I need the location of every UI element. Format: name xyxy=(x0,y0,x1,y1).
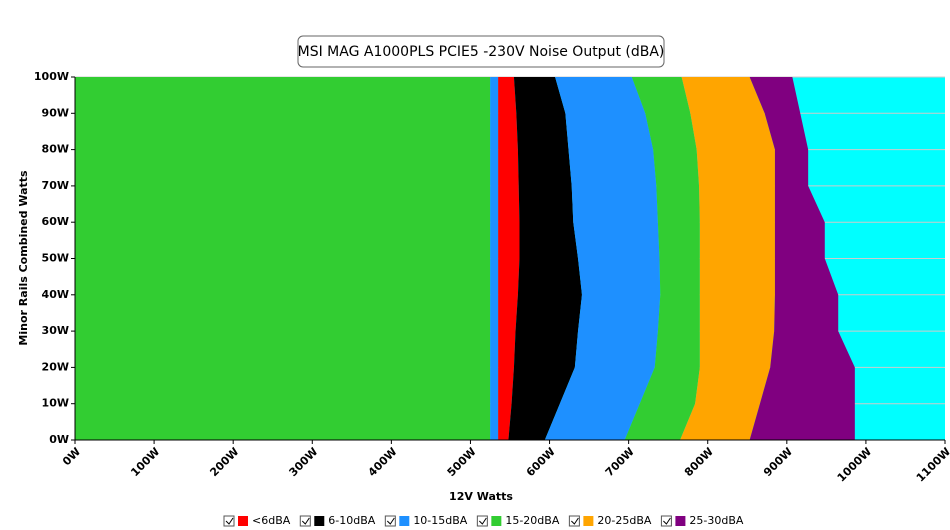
legend-label: 15-20dBA xyxy=(505,514,559,527)
x-tick-label: 900W xyxy=(761,445,795,479)
y-tick-label: 60W xyxy=(42,215,69,228)
legend-checkbox[interactable] xyxy=(476,515,488,527)
noise-region xyxy=(490,77,499,440)
plot-area xyxy=(75,76,945,441)
y-tick-label: 70W xyxy=(42,179,69,192)
legend-label: 20-25dBA xyxy=(597,514,651,527)
noise-region xyxy=(75,77,491,440)
legend-label: 10-15dBA xyxy=(413,514,467,527)
y-tick-label: 40W xyxy=(42,288,69,301)
x-tick-label: 100W xyxy=(128,445,162,479)
x-tick-label: 800W xyxy=(682,445,716,479)
y-tick-label: 10W xyxy=(42,397,69,410)
legend-label: 25-30dBA xyxy=(689,514,743,527)
noise-region xyxy=(680,77,775,440)
y-tick-label: 100W xyxy=(34,70,69,83)
legend-label: 6-10dBA xyxy=(328,514,375,527)
legend-checkbox[interactable] xyxy=(568,515,580,527)
legend: <6dBA 6-10dBA 10-15dBA 15-20dBA 20-25dBA 25-3… xyxy=(223,514,744,527)
legend-check xyxy=(301,517,310,525)
y-tick-label: 80W xyxy=(42,143,69,156)
x-tick-label: 700W xyxy=(603,445,637,479)
y-axis-title: Minor Rails Combined Watts xyxy=(17,170,30,346)
legend-checkbox[interactable] xyxy=(299,515,311,527)
legend-checkbox[interactable] xyxy=(384,515,396,527)
x-axis-title: 12V Watts xyxy=(449,490,513,503)
legend-swatch xyxy=(583,516,594,526)
title-box xyxy=(297,35,665,68)
x-tick-label: 1000W xyxy=(835,445,874,484)
x-tick-label: 500W xyxy=(445,445,479,479)
chart-title: MSI MAG A1000PLS PCIE5 -230V Noise Outpu… xyxy=(298,44,665,60)
legend-checkbox[interactable] xyxy=(660,515,672,527)
legend-swatch xyxy=(491,516,502,526)
x-tick-label: 400W xyxy=(366,445,400,479)
legend-swatch xyxy=(238,516,248,526)
legend-check xyxy=(478,517,487,525)
y-tick-label: 90W xyxy=(42,106,69,119)
x-tick-label: 600W xyxy=(524,445,558,479)
legend-check xyxy=(225,517,234,525)
x-tick-label: 1100W xyxy=(914,445,950,484)
y-tick-label: 0W xyxy=(49,433,69,446)
noise-region xyxy=(544,77,661,440)
legend-checkbox[interactable] xyxy=(223,515,235,527)
legend-label: <6dBA xyxy=(252,514,291,527)
x-tick-label: 0W xyxy=(60,445,83,468)
y-tick-label: 50W xyxy=(42,252,69,265)
noise-region xyxy=(498,77,520,440)
x-tick-label: 200W xyxy=(207,445,241,479)
noise-region xyxy=(508,77,582,440)
legend-swatch xyxy=(314,516,325,526)
y-tick-label: 30W xyxy=(42,324,69,337)
legend-check xyxy=(571,517,579,525)
x-tick-label: 300W xyxy=(286,445,320,479)
noise-region xyxy=(624,77,700,440)
legend-check xyxy=(663,517,671,525)
y-tick-label: 20W xyxy=(42,360,69,373)
legend-swatch xyxy=(399,516,410,526)
legend-swatch xyxy=(675,516,686,526)
noise-region xyxy=(749,77,855,440)
legend-check xyxy=(386,517,395,525)
